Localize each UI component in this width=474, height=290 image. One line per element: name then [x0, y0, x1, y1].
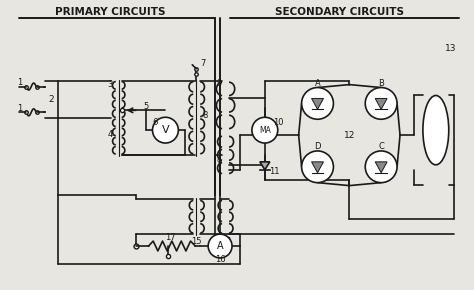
Circle shape: [252, 117, 278, 143]
Text: PRIMARY CIRCUITS: PRIMARY CIRCUITS: [55, 7, 166, 17]
Polygon shape: [311, 98, 323, 109]
Text: 9: 9: [217, 79, 222, 88]
Text: 6: 6: [153, 118, 158, 127]
Text: 1: 1: [17, 78, 22, 87]
Text: 7: 7: [201, 59, 206, 68]
Text: C: C: [378, 142, 384, 151]
Circle shape: [208, 234, 232, 258]
Circle shape: [153, 117, 178, 143]
Text: SECONDARY CIRCUITS: SECONDARY CIRCUITS: [275, 7, 404, 17]
Text: D: D: [314, 142, 321, 151]
Polygon shape: [260, 162, 270, 170]
Circle shape: [365, 151, 397, 183]
Text: 13: 13: [445, 44, 456, 53]
Text: V: V: [162, 125, 169, 135]
Text: 10: 10: [273, 118, 284, 127]
Text: 12: 12: [344, 130, 355, 139]
Text: 1: 1: [17, 104, 22, 113]
Text: 17: 17: [165, 233, 176, 242]
Text: 14: 14: [221, 237, 231, 246]
Text: 2: 2: [48, 95, 54, 104]
Text: 8: 8: [202, 111, 208, 120]
Text: 4: 4: [107, 130, 112, 139]
Text: B: B: [378, 79, 384, 88]
Text: 11: 11: [270, 167, 280, 176]
Text: 16: 16: [215, 255, 226, 264]
Text: MA: MA: [259, 126, 271, 135]
Text: 9: 9: [217, 158, 222, 167]
Text: A: A: [217, 241, 223, 251]
Text: A: A: [315, 79, 320, 88]
Polygon shape: [375, 162, 387, 173]
Polygon shape: [375, 98, 387, 109]
Text: 3: 3: [107, 80, 112, 89]
Text: 15: 15: [191, 237, 201, 246]
Circle shape: [365, 88, 397, 119]
Polygon shape: [311, 162, 323, 173]
Ellipse shape: [423, 95, 449, 165]
Text: 5: 5: [143, 102, 148, 111]
Circle shape: [301, 151, 333, 183]
Circle shape: [301, 88, 333, 119]
